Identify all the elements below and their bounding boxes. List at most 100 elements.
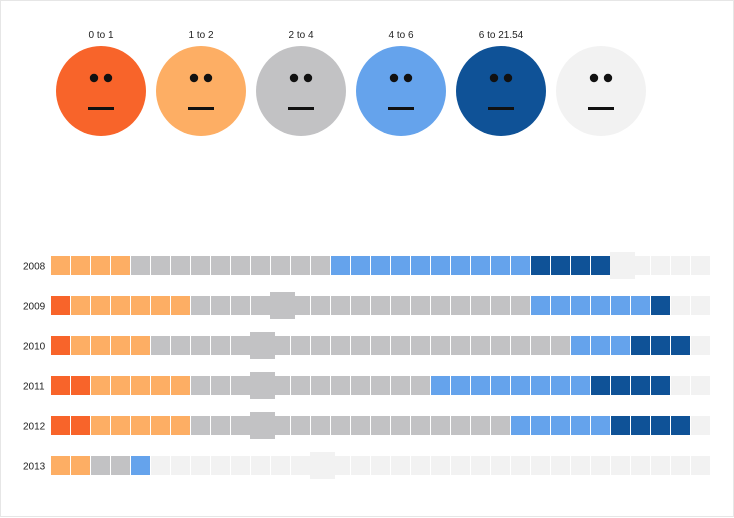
heatmap-cell[interactable] [171,256,190,275]
heatmap-cell[interactable] [171,456,190,475]
heatmap-cell[interactable] [231,416,250,435]
heatmap-cell[interactable] [391,336,410,355]
heatmap-cell[interactable] [271,456,290,475]
heatmap-cell[interactable] [131,416,150,435]
heatmap-cell[interactable] [331,376,350,395]
heatmap-cell[interactable] [691,296,710,315]
heatmap-cell[interactable] [371,376,390,395]
heatmap-cell[interactable] [491,376,510,395]
heatmap-cell[interactable] [571,376,590,395]
heatmap-cell[interactable] [511,336,530,355]
heatmap-cell[interactable] [151,376,170,395]
heatmap-cell[interactable] [551,456,570,475]
heatmap-cell-highlight[interactable] [310,452,335,479]
heatmap-cell[interactable] [591,256,610,275]
heatmap-cell[interactable] [491,456,510,475]
heatmap-cell[interactable] [351,336,370,355]
heatmap-cell[interactable] [611,416,630,435]
heatmap-cell[interactable] [451,296,470,315]
heatmap-cell[interactable] [651,256,670,275]
heatmap-cell[interactable] [411,256,430,275]
heatmap-cell[interactable] [531,416,550,435]
heatmap-cell[interactable] [491,256,510,275]
heatmap-cell[interactable] [371,256,390,275]
heatmap-cell[interactable] [331,336,350,355]
heatmap-cell[interactable] [611,376,630,395]
heatmap-cell[interactable] [371,296,390,315]
heatmap-cell[interactable] [431,296,450,315]
heatmap-cell[interactable] [351,296,370,315]
heatmap-cell[interactable] [591,336,610,355]
heatmap-cell[interactable] [471,376,490,395]
heatmap-cell[interactable] [571,416,590,435]
heatmap-cell-highlight[interactable] [250,412,275,439]
heatmap-cell[interactable] [491,296,510,315]
heatmap-cell[interactable] [211,336,230,355]
heatmap-cell[interactable] [311,296,330,315]
heatmap-cell[interactable] [311,416,330,435]
heatmap-cell[interactable] [431,456,450,475]
heatmap-cell[interactable] [131,256,150,275]
heatmap-cell[interactable] [411,416,430,435]
heatmap-cell[interactable] [151,456,170,475]
heatmap-cell[interactable] [131,456,150,475]
heatmap-cell[interactable] [411,296,430,315]
heatmap-cell[interactable] [691,456,710,475]
heatmap-cell[interactable] [291,256,310,275]
heatmap-cell[interactable] [551,336,570,355]
heatmap-cell[interactable] [311,376,330,395]
heatmap-cell[interactable] [571,456,590,475]
heatmap-cell[interactable] [231,256,250,275]
heatmap-cell[interactable] [611,296,630,315]
heatmap-cell[interactable] [111,376,130,395]
heatmap-cell[interactable] [551,416,570,435]
heatmap-cell[interactable] [671,456,690,475]
heatmap-cell[interactable] [91,296,110,315]
heatmap-cell[interactable] [71,296,90,315]
heatmap-cell[interactable] [451,256,470,275]
heatmap-cell[interactable] [651,336,670,355]
heatmap-cell[interactable] [71,376,90,395]
heatmap-cell[interactable] [91,376,110,395]
heatmap-cell[interactable] [291,336,310,355]
heatmap-cell[interactable] [531,376,550,395]
heatmap-cell[interactable] [91,336,110,355]
heatmap-cell[interactable] [371,456,390,475]
heatmap-cell[interactable] [391,256,410,275]
heatmap-cell[interactable] [511,296,530,315]
heatmap-cell[interactable] [51,416,70,435]
heatmap-cell[interactable] [471,336,490,355]
heatmap-cell[interactable] [171,336,190,355]
heatmap-cell[interactable] [431,336,450,355]
heatmap-cell[interactable] [51,256,70,275]
heatmap-cell[interactable] [591,376,610,395]
heatmap-cell[interactable] [311,336,330,355]
heatmap-cell[interactable] [211,376,230,395]
heatmap-cell[interactable] [91,416,110,435]
heatmap-cell[interactable] [631,296,650,315]
heatmap-cell[interactable] [231,376,250,395]
heatmap-cell[interactable] [611,456,630,475]
heatmap-cell[interactable] [511,256,530,275]
heatmap-cell[interactable] [171,376,190,395]
heatmap-cell[interactable] [171,296,190,315]
heatmap-cell[interactable] [91,456,110,475]
heatmap-cell-highlight[interactable] [270,292,295,319]
heatmap-cell[interactable] [331,416,350,435]
heatmap-cell[interactable] [251,296,270,315]
heatmap-cell[interactable] [431,416,450,435]
heatmap-cell[interactable] [451,456,470,475]
heatmap-cell[interactable] [531,296,550,315]
heatmap-cell[interactable] [491,336,510,355]
heatmap-cell[interactable] [331,256,350,275]
heatmap-cell[interactable] [51,376,70,395]
heatmap-cell[interactable] [211,416,230,435]
heatmap-cell[interactable] [251,456,270,475]
heatmap-cell[interactable] [391,296,410,315]
heatmap-cell[interactable] [451,416,470,435]
heatmap-cell[interactable] [651,376,670,395]
heatmap-cell[interactable] [131,336,150,355]
heatmap-cell[interactable] [471,256,490,275]
heatmap-cell-highlight[interactable] [250,332,275,359]
heatmap-cell[interactable] [191,296,210,315]
